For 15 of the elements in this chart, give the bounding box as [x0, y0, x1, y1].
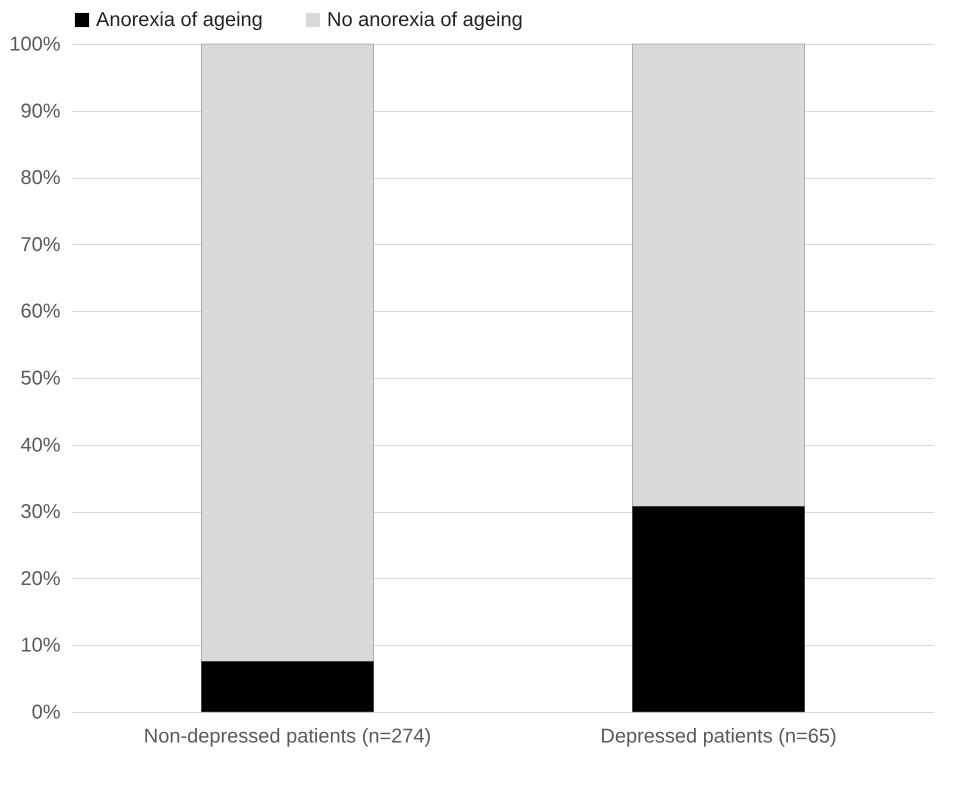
y-tick-label: 0%	[32, 702, 61, 724]
y-tick-label: 70%	[20, 234, 61, 256]
y-tick-label: 80%	[20, 167, 61, 190]
x-tick-label: Non-depressed patients (n=274)	[144, 726, 432, 748]
y-tick-label: 10%	[20, 634, 61, 657]
x-tick-label: Depressed patients (n=65)	[600, 726, 837, 748]
y-tick-label: 30%	[20, 501, 61, 524]
legend-label: No anorexia of ageing	[327, 9, 523, 31]
y-tick-label: 90%	[20, 100, 61, 122]
y-tick-label: 60%	[20, 300, 61, 323]
y-tick-label: 50%	[20, 368, 61, 390]
y-tick-label: 100%	[9, 34, 61, 56]
y-tick-label: 40%	[20, 434, 61, 456]
y-tick-label: 20%	[20, 568, 61, 590]
legend-label: Anorexia of ageing	[96, 9, 263, 31]
